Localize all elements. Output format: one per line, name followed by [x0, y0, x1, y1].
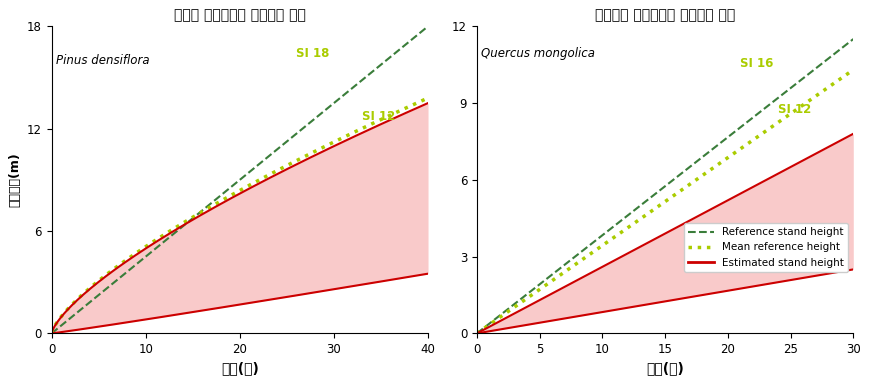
Text: SI 12: SI 12	[362, 110, 395, 123]
Title: 소나무 인공복원지 수고생장 추정: 소나무 인공복원지 수고생장 추정	[174, 8, 306, 22]
X-axis label: 임령(년): 임령(년)	[221, 362, 259, 376]
Text: Quercus mongolica: Quercus mongolica	[481, 47, 594, 60]
Text: Pinus densiflora: Pinus densiflora	[56, 54, 150, 67]
X-axis label: 임령(년): 임령(년)	[647, 362, 684, 376]
Y-axis label: 평균수고(m): 평균수고(m)	[9, 152, 22, 207]
Title: 신갈나무 천연갱신지 수고생장 추정: 신갈나무 천연갱신지 수고생장 추정	[595, 8, 735, 22]
Text: SI 12: SI 12	[778, 103, 812, 116]
Text: SI 16: SI 16	[740, 57, 773, 70]
Legend: Reference stand height, Mean reference height, Estimated stand height: Reference stand height, Mean reference h…	[684, 223, 848, 272]
Text: SI 18: SI 18	[296, 47, 329, 60]
